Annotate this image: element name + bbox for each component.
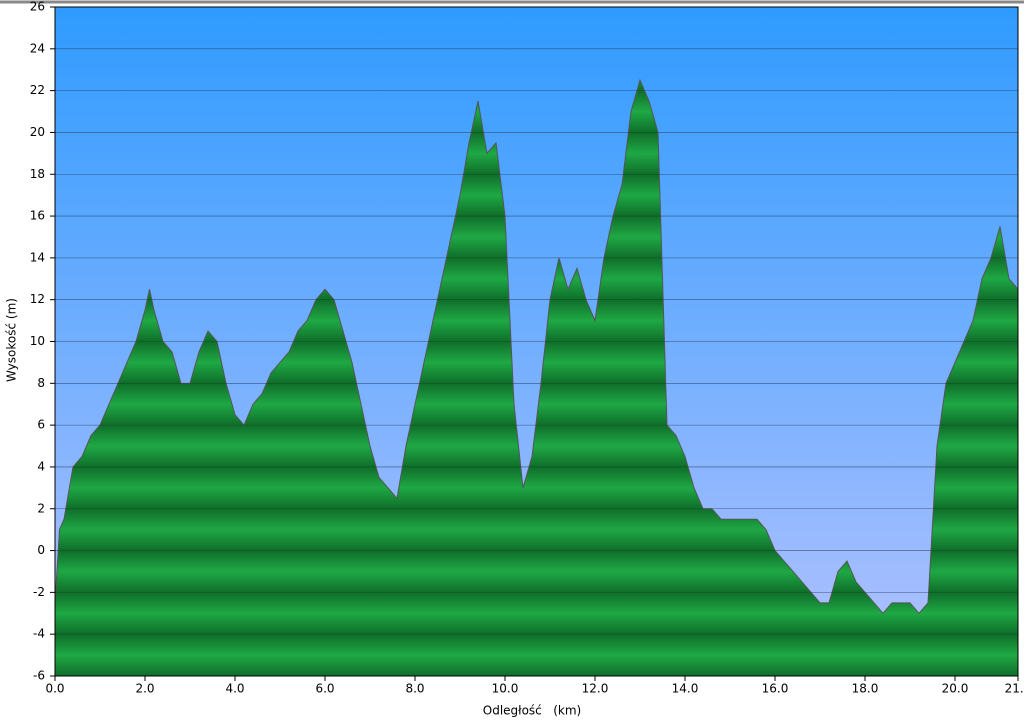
y-tick-label: 22 <box>30 83 45 97</box>
x-tick-label: 2.0 <box>135 682 154 696</box>
y-tick-label: -2 <box>33 585 45 599</box>
y-tick-label: 26 <box>30 0 45 14</box>
y-tick-label: 8 <box>37 376 45 390</box>
x-tick-label: 4.0 <box>225 682 244 696</box>
y-tick-label: -6 <box>33 669 45 683</box>
x-tick-label: 21.4 <box>1005 682 1024 696</box>
x-tick-label: 10.0 <box>492 682 519 696</box>
x-tick-label: 20.0 <box>942 682 969 696</box>
y-tick-label: 14 <box>30 250 45 264</box>
y-tick-label: 20 <box>30 125 45 139</box>
y-axis-label: Wysokość (m) <box>5 298 19 382</box>
x-axis-label: Odległość (km) <box>483 704 581 718</box>
elevation-area <box>54 78 1019 677</box>
y-tick-label: -4 <box>33 627 45 641</box>
y-tick-label: 10 <box>30 334 45 348</box>
y-tick-label: 24 <box>30 41 45 55</box>
x-tick-label: 18.0 <box>852 682 879 696</box>
x-tick-label: 14.0 <box>672 682 699 696</box>
x-tick-label: 0.0 <box>45 682 64 696</box>
y-tick-label: 2 <box>37 501 45 515</box>
x-tick-label: 8.0 <box>405 682 424 696</box>
y-tick-label: 6 <box>37 418 45 432</box>
x-tick-label: 12.0 <box>582 682 609 696</box>
y-tick-label: 18 <box>30 167 45 181</box>
x-tick-label: 6.0 <box>315 682 334 696</box>
y-tick-label: 4 <box>37 459 45 473</box>
y-tick-label: 0 <box>37 543 45 557</box>
y-tick-label: 12 <box>30 292 45 306</box>
x-tick-label: 16.0 <box>762 682 789 696</box>
y-tick-label: 16 <box>30 209 45 223</box>
plot-frame <box>54 6 1019 677</box>
